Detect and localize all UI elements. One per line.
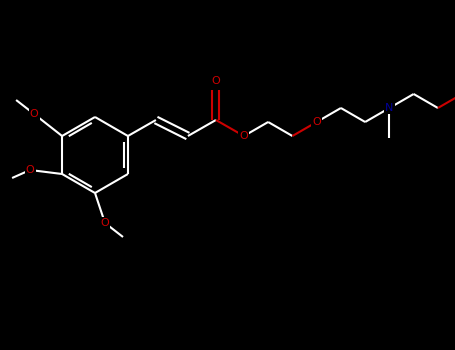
Text: O: O <box>30 109 39 119</box>
Text: O: O <box>239 131 248 141</box>
Text: O: O <box>26 165 35 175</box>
Text: O: O <box>101 218 109 228</box>
Text: O: O <box>212 76 220 86</box>
Text: O: O <box>312 117 321 127</box>
Text: N: N <box>385 103 394 113</box>
